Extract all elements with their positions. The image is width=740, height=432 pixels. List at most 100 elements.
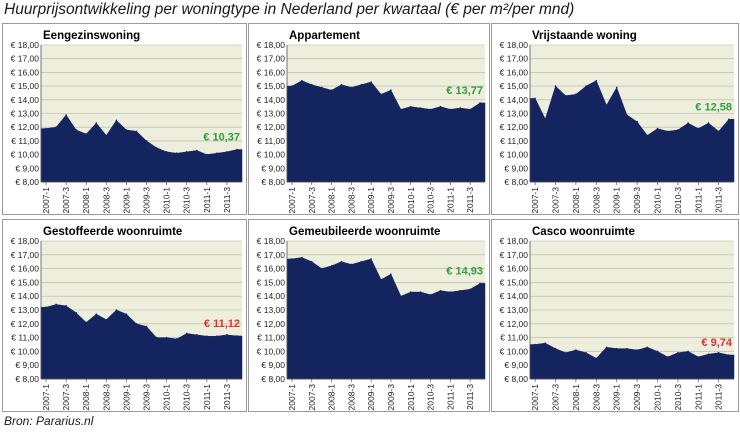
data-point <box>677 129 679 131</box>
data-point <box>469 108 471 111</box>
x-tick-label: 2009-3 <box>142 384 152 411</box>
source-note: Bron: Pararius.nl <box>4 414 94 428</box>
x-tick-label: 2010-1 <box>406 384 416 411</box>
y-tick-label: € 18,00 <box>500 40 529 50</box>
data-point <box>707 353 710 355</box>
data-point <box>145 325 148 328</box>
data-point <box>575 93 577 96</box>
data-point <box>350 263 353 266</box>
y-tick-label: € 17,00 <box>11 250 40 260</box>
x-tick-label: 2011-3 <box>714 187 724 213</box>
data-point <box>115 309 118 311</box>
x-tick-label: 2007-1 <box>287 187 297 214</box>
y-tick-label: € 14,00 <box>500 291 529 301</box>
x-tick-label: 2008-3 <box>591 384 601 411</box>
y-tick-label: € 10,00 <box>500 150 529 160</box>
y-tick-label: € 9,00 <box>261 360 285 370</box>
x-tick-label: 2007-3 <box>551 187 561 214</box>
data-point <box>666 356 669 358</box>
y-tick-label: € 8,00 <box>261 374 285 384</box>
data-point <box>175 338 178 340</box>
value-callout: € 14,93 <box>446 265 483 277</box>
x-tick-label: 2010-3 <box>426 187 436 214</box>
data-point <box>449 108 452 111</box>
data-point <box>585 85 587 87</box>
data-point <box>728 118 730 121</box>
data-point <box>155 146 158 149</box>
y-tick-label: € 14,00 <box>257 291 286 301</box>
y-tick-label: € 8,00 <box>504 374 528 384</box>
data-point <box>320 267 323 270</box>
x-tick-label: 2009-1 <box>612 187 622 214</box>
data-point <box>656 127 659 130</box>
data-point <box>165 336 168 339</box>
chart-svg: € 8,00 € 9,00 € 10,00 € 11,00 € 12,00 € 13,00… <box>11 236 243 411</box>
data-point <box>185 151 188 153</box>
x-tick-label: 2011-1 <box>693 384 703 410</box>
y-tick-label: € 17,00 <box>257 54 286 64</box>
y-tick-label: € 14,00 <box>11 291 40 301</box>
data-point <box>439 105 442 108</box>
data-point <box>291 85 293 87</box>
x-tick-label: 2008-1 <box>571 187 581 214</box>
y-tick-label: € 10,00 <box>500 346 529 356</box>
data-point <box>419 291 422 293</box>
chart-panel: € 8,00 € 9,00 € 10,00 € 11,00 € 12,00 € 13,00… <box>2 23 247 215</box>
chart-title: Gemeubileerde woonruimte <box>289 226 441 238</box>
data-point <box>310 260 313 263</box>
x-tick-label: 2010-1 <box>162 187 172 214</box>
y-tick-label: € 18,00 <box>11 40 40 50</box>
y-tick-label: € 12,00 <box>257 122 286 132</box>
data-point <box>380 93 382 96</box>
data-point <box>615 347 618 350</box>
x-tick-label: 2009-3 <box>386 187 396 214</box>
y-tick-label: € 15,00 <box>11 81 40 91</box>
y-tick-label: € 11,00 <box>500 136 528 146</box>
data-point <box>400 108 402 111</box>
x-tick-label: 2010-3 <box>673 384 683 411</box>
x-tick-label: 2008-3 <box>101 187 111 214</box>
data-point <box>155 336 158 339</box>
y-tick-label: € 13,00 <box>257 305 286 315</box>
y-tick-label: € 14,00 <box>257 95 286 105</box>
y-tick-label: € 13,00 <box>257 109 286 119</box>
chart-panel: € 8,00 € 9,00 € 10,00 € 11,00 € 12,00 € 13,00… <box>491 219 739 412</box>
data-point <box>459 107 462 109</box>
y-tick-label: € 11,00 <box>257 333 285 343</box>
data-point <box>360 260 363 263</box>
y-tick-label: € 16,00 <box>257 67 286 77</box>
y-tick-label: € 16,00 <box>11 67 40 77</box>
y-tick-label: € 11,00 <box>11 333 39 343</box>
x-tick-label: 2008-3 <box>591 187 601 214</box>
data-point <box>544 342 547 344</box>
data-point <box>595 79 598 82</box>
x-tick-label: 2008-1 <box>81 384 91 411</box>
data-point <box>380 278 382 281</box>
x-tick-label: 2008-1 <box>327 187 337 214</box>
x-tick-label: 2008-1 <box>81 187 91 214</box>
y-tick-label: € 18,00 <box>11 236 40 246</box>
y-tick-label: € 12,00 <box>257 319 286 329</box>
x-tick-label: 2007-3 <box>307 187 317 214</box>
y-tick-label: € 15,00 <box>11 277 40 287</box>
x-tick-label: 2011-1 <box>445 384 455 410</box>
y-tick-label: € 10,00 <box>11 150 40 160</box>
data-point <box>605 104 608 107</box>
y-tick-label: € 12,00 <box>500 122 529 132</box>
y-tick-label: € 13,00 <box>500 305 529 315</box>
data-point <box>687 122 689 124</box>
x-tick-label: 2010-1 <box>162 384 172 411</box>
data-point <box>449 291 452 293</box>
y-tick-label: € 16,00 <box>257 264 286 274</box>
chart-panel: € 8,00 € 9,00 € 10,00 € 11,00 € 12,00 € 13,00… <box>491 23 739 215</box>
data-point <box>390 273 392 275</box>
data-point <box>340 83 343 86</box>
x-tick-label: 2007-1 <box>287 384 297 411</box>
y-tick-label: € 17,00 <box>11 54 40 64</box>
data-point <box>707 122 710 124</box>
data-point <box>206 335 208 338</box>
data-point <box>301 79 303 82</box>
x-tick-label: 2010-3 <box>182 187 192 214</box>
data-point <box>125 129 128 131</box>
y-tick-label: € 11,00 <box>500 333 528 343</box>
